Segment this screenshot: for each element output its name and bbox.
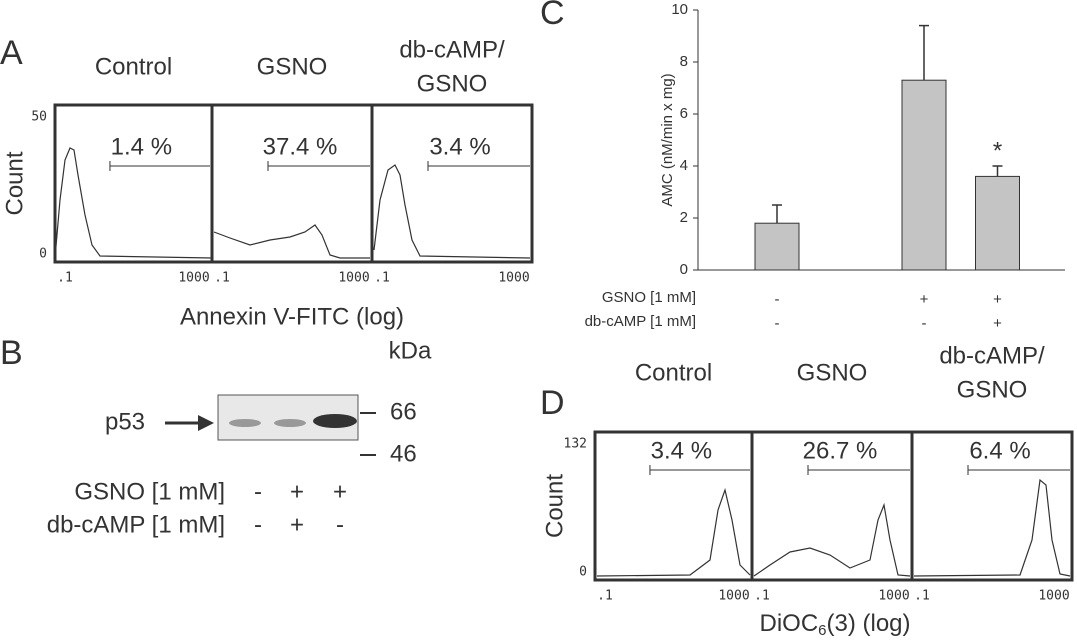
panel-letter: D [540, 384, 565, 422]
histogram [753, 502, 911, 577]
y-tick-label: 8 [680, 53, 688, 70]
bar [901, 79, 947, 271]
row-label: db-cAMP [1 mM] [47, 511, 225, 538]
y-axis-label: AMC (nM/min x mg) [659, 73, 676, 206]
y-axis-label: Count [1, 151, 28, 215]
panel-letter: C [540, 0, 565, 32]
panel-title: Control [95, 53, 172, 80]
y-tick-label: 6 [680, 105, 688, 122]
x-tick-label: .1 [374, 271, 390, 286]
histogram [596, 487, 751, 577]
panel-title: db-cAMP/ [399, 36, 505, 63]
percentage: 1.4 % [111, 133, 172, 160]
unit-label: kDa [389, 337, 432, 364]
x-tick-label: 1000 [1038, 589, 1069, 604]
marker-label: 66 [390, 398, 417, 425]
plot-frame [53, 103, 214, 264]
x-tick-label: .1 [914, 589, 930, 604]
panel-title: GSNO [957, 376, 1028, 403]
y-tick-label: 4 [680, 157, 688, 174]
bar [754, 222, 800, 271]
band [229, 419, 261, 427]
sign: + [993, 291, 1002, 308]
sign: + [993, 315, 1002, 332]
percentage: 3.4 % [429, 133, 490, 160]
sign: + [333, 478, 347, 505]
sign: + [920, 291, 929, 308]
sign: - [775, 315, 780, 332]
percentage: 37.4 % [263, 133, 338, 160]
marker-label: 46 [390, 440, 417, 467]
percentage: 3.4 % [651, 437, 712, 464]
x-tick-label: 1000 [338, 271, 369, 286]
plot-frame [210, 103, 374, 264]
x-axis-label: DiOC6(3) (log) [759, 610, 910, 639]
x-tick-label: 1000 [498, 271, 529, 286]
percentage: 6.4 % [969, 437, 1030, 464]
protein-label: p53 [105, 408, 145, 435]
y-tick-label: 0 [680, 261, 688, 278]
y-axis-label: Count [541, 474, 568, 538]
sign: - [254, 511, 262, 538]
x-tick-label: 1000 [718, 589, 749, 604]
histogram [54, 147, 213, 259]
x-axis-label-part: DiOC [759, 610, 818, 637]
x-tick-label: .1 [597, 589, 613, 604]
x-tick-label: 1000 [878, 589, 909, 604]
panel-title: GSNO [797, 359, 868, 386]
histogram [213, 224, 370, 259]
x-axis-label-part: (3) (log) [827, 610, 911, 637]
plot-frame [370, 103, 534, 264]
row-label: db-cAMP [1 mM] [585, 313, 696, 330]
y-tick-label: 132 [564, 437, 587, 452]
bar [975, 175, 1020, 271]
annotation: * [993, 137, 1002, 164]
row-label: GSNO [1 mM] [602, 289, 696, 306]
sign: - [775, 291, 780, 308]
x-tick-label: .1 [754, 589, 770, 604]
x-tick-label: .1 [57, 271, 73, 286]
arrow-head [198, 415, 214, 431]
panel-letter: A [0, 34, 23, 72]
percentage: 26.7 % [803, 437, 878, 464]
sign: + [290, 511, 304, 538]
x-tick-label: 1000 [178, 271, 209, 286]
sign: - [254, 478, 262, 505]
histogram [913, 478, 1071, 577]
sign: + [290, 478, 304, 505]
sign: - [922, 315, 927, 332]
x-axis-label: Annexin V-FITC (log) [180, 303, 404, 330]
panel-title: GSNO [417, 70, 488, 97]
panel-title: GSNO [257, 53, 328, 80]
x-axis-label-part: 6 [818, 622, 826, 639]
panel-title: Control [635, 359, 712, 386]
row-label: GSNO [1 mM] [74, 478, 225, 505]
panel-title: db-cAMP/ [939, 342, 1045, 369]
y-tick-label: 0 [39, 247, 47, 262]
panel-letter: B [0, 334, 23, 372]
band [313, 414, 357, 428]
plot-frame [910, 430, 1074, 582]
y-tick-label: 0 [579, 565, 587, 580]
band [274, 419, 306, 427]
y-tick-label: 2 [680, 209, 688, 226]
y-tick-label: 50 [31, 110, 47, 125]
x-tick-label: .1 [214, 271, 230, 286]
y-tick-label: 10 [671, 1, 688, 18]
sign: - [336, 511, 344, 538]
histogram [373, 164, 531, 259]
